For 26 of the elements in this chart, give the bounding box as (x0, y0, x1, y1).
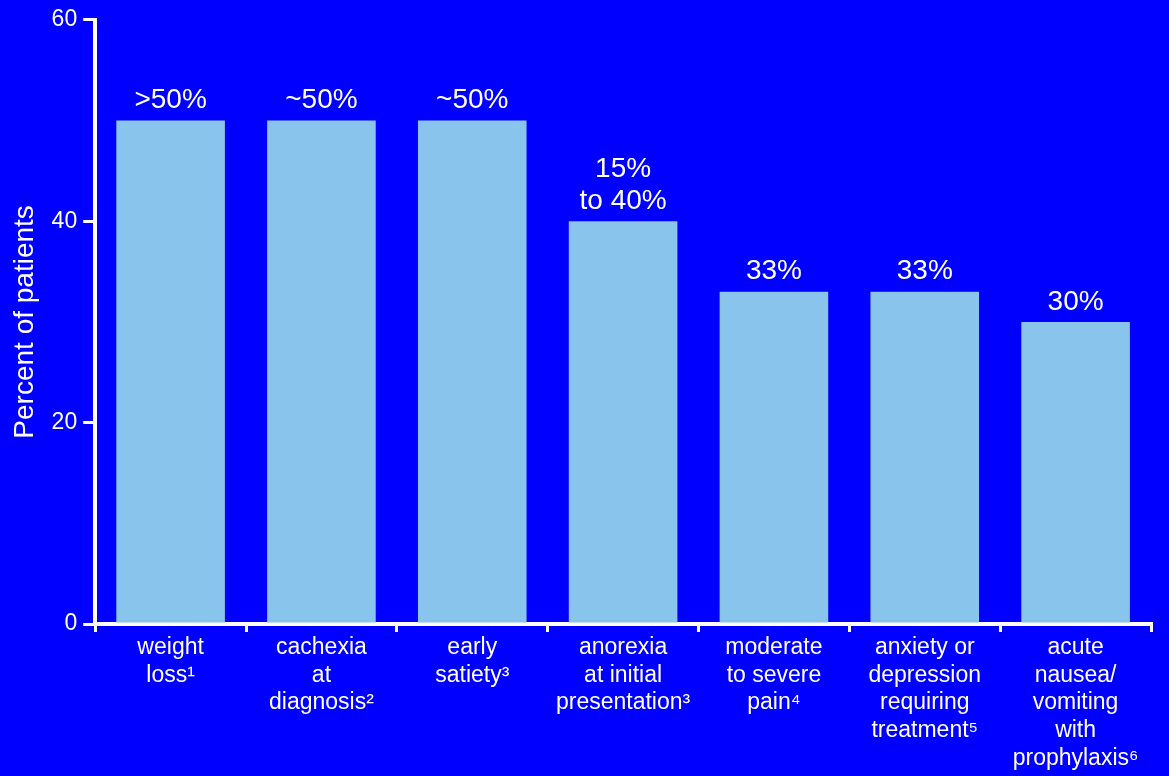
bar (870, 291, 980, 623)
data-label: 30% (1047, 284, 1104, 316)
y-tick-label: 60 (51, 5, 78, 32)
data-label: 15% to 40% (579, 151, 667, 215)
data-label: >50% (134, 83, 207, 115)
x-tick-label: anorexia at initial presentation³ (555, 633, 691, 715)
bar (719, 291, 829, 623)
x-tick-label: weight loss¹ (136, 633, 205, 687)
bar (417, 120, 527, 623)
y-tick-label: 0 (64, 609, 78, 636)
bar (116, 120, 225, 623)
x-tick-label: moderate to severe pain⁴ (725, 633, 823, 715)
data-label: 33% (896, 254, 953, 286)
bar (1021, 321, 1130, 623)
x-tick-label: cachexia at diagnosis² (269, 633, 375, 715)
data-label: ~50% (436, 83, 509, 115)
bar (568, 221, 678, 623)
data-label: ~50% (285, 83, 358, 115)
x-tick-label: acute nausea/ vomiting with prophylaxis⁶ (1012, 633, 1139, 770)
y-tick-label: 40 (51, 206, 78, 233)
data-label: 33% (745, 254, 802, 286)
y-axis-title: Percent of patients (7, 205, 39, 439)
x-tick-label: anxiety or depression requiring treatment⁵ (868, 633, 982, 742)
bar (267, 120, 376, 623)
y-tick-label: 20 (51, 407, 78, 434)
x-tick-label: early satiety³ (435, 633, 510, 687)
